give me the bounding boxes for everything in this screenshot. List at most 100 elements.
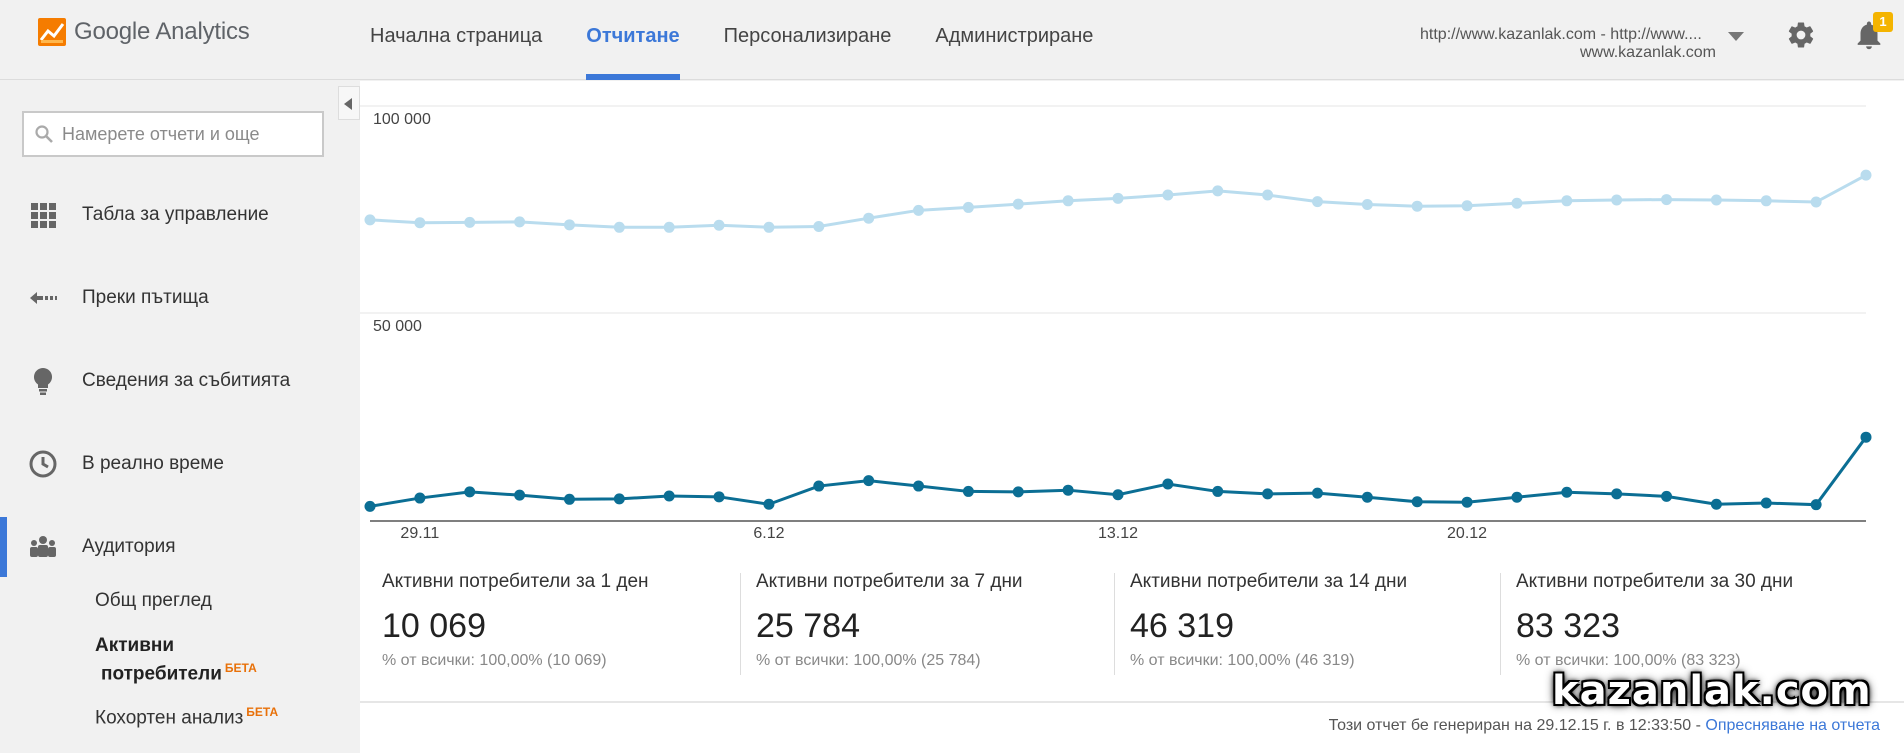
metric-1-day: Активни потребители за 1 ден 10 069 % от…: [382, 571, 649, 681]
series-2-point: [763, 498, 775, 510]
top-header: Google Analytics Начална страница Отчита…: [0, 0, 1904, 80]
account-selector[interactable]: http://www.kazanlak.com - http://www....…: [1420, 26, 1716, 62]
sidebar-item-label: Аудитория: [82, 536, 176, 557]
sidebar-item-audience[interactable]: Аудитория: [0, 517, 338, 577]
series-1-point: [1511, 197, 1523, 209]
series-2-point: [863, 475, 875, 487]
logo-text: Google Analytics: [74, 18, 250, 45]
series-1-point: [464, 216, 476, 228]
series-2-point: [514, 489, 526, 501]
report-generated-text: Този отчет бе генериран на 29.12.15 г. в…: [1328, 717, 1706, 734]
metric-divider: [1114, 573, 1115, 675]
series-2-point: [1511, 491, 1523, 503]
search-input[interactable]: [62, 113, 318, 155]
series-2-point: [962, 485, 974, 497]
series-2-point: [464, 486, 476, 498]
active-users-line-chart: 100 000 50 000 29.11 6.12 13.12 20.12: [360, 105, 1872, 542]
series-1-point: [863, 212, 875, 224]
series-1-point: [962, 201, 974, 213]
sidebar-item-label: Табла за управление: [82, 204, 269, 225]
sidebar-item-dashboards[interactable]: Табла за управление: [0, 185, 338, 245]
x-tick-label: 20.12: [1447, 525, 1487, 542]
sidebar-subitem-overview[interactable]: Общ преглед: [95, 590, 212, 611]
series-1-point: [1461, 200, 1473, 212]
x-tick-label: 29.11: [400, 525, 439, 542]
series-1-point: [1710, 194, 1722, 206]
y-tick-label: 50 000: [373, 318, 422, 335]
series-2-point: [1112, 489, 1124, 501]
sidebar-item-intelligence-events[interactable]: Сведения за събитията: [0, 351, 338, 411]
analytics-logo-icon: [38, 18, 66, 46]
series-2-point: [1262, 488, 1274, 500]
series-1-point: [1212, 185, 1224, 197]
series-2-point: [1461, 496, 1473, 508]
metric-14-days: Активни потребители за 14 дни 46 319 % о…: [1130, 571, 1407, 681]
metric-title: Активни потребители за 7 дни: [756, 571, 1023, 592]
series-2-point: [613, 493, 625, 505]
series-1-point: [1062, 195, 1074, 207]
series-1-point: [613, 221, 625, 233]
x-tick-label: 13.12: [1098, 525, 1138, 542]
metric-share-prefix: % от всички:: [382, 652, 480, 669]
series-1-point: [1012, 198, 1024, 210]
notification-badge: 1: [1873, 12, 1893, 32]
series-1-point: [1760, 195, 1772, 207]
metric-title: Активни потребители за 14 дни: [1130, 571, 1408, 592]
metric-value: 10 069: [382, 607, 486, 645]
series-2-point: [1212, 485, 1224, 497]
metric-share-value: 100,00% (83 323): [1613, 652, 1741, 669]
metric-share: % от всички: 100,00% (10 069): [382, 652, 649, 670]
refresh-report-link[interactable]: Опресняване на отчета: [1705, 717, 1880, 734]
series-2-point: [1860, 431, 1872, 443]
dashboard-icon: [31, 203, 56, 228]
series-2-point: [1162, 478, 1174, 490]
sidebar-item-label: Преки пътища: [82, 287, 209, 308]
series-2-point: [713, 491, 725, 503]
metric-share-value: 100,00% (25 784): [853, 652, 981, 669]
series-2-point: [1611, 488, 1623, 500]
series-1-point: [1611, 194, 1623, 206]
nav-home[interactable]: Начална страница: [370, 25, 543, 47]
metrics-row: Активни потребители за 1 ден 10 069 % от…: [360, 571, 1904, 681]
account-view-name: www.kazanlak.com: [1579, 44, 1716, 61]
series-2-point: [663, 490, 675, 502]
series-1-point: [1860, 169, 1872, 181]
sidebar-subitem-active-users[interactable]: Активни потребители БЕТА: [95, 635, 257, 685]
chevron-down-icon[interactable]: [1728, 32, 1744, 41]
series-2-point: [1810, 499, 1822, 511]
nav-customization[interactable]: Персонализиране: [723, 25, 892, 47]
sidebar-subitem-label: Кохортен анализ: [95, 707, 244, 729]
series-1-point: [663, 221, 675, 233]
metric-value: 25 784: [756, 607, 860, 645]
series-1-point: [1561, 195, 1573, 207]
series-2-point: [1760, 497, 1772, 509]
report-footer: Този отчет бе генериран на 29.12.15 г. в…: [1329, 717, 1880, 735]
series-2-point: [913, 480, 925, 492]
metric-title: Активни потребители за 30 дни: [1516, 571, 1794, 592]
sidebar-item-label: В реално време: [82, 453, 224, 474]
sidebar-subitem-cohort-analysis[interactable]: Кохортен анализ БЕТА: [95, 705, 278, 729]
metric-share: % от всички: 100,00% (25 784): [756, 652, 1023, 670]
google-analytics-logo[interactable]: Google Analytics: [38, 18, 250, 46]
footer-divider: [360, 701, 1904, 703]
series-1-point: [364, 214, 376, 226]
series-1-point: [514, 216, 526, 228]
nav-reporting[interactable]: Отчитане: [564, 0, 701, 80]
main-nav: Начална страница Отчитане Персонализиран…: [370, 0, 1115, 80]
sidebar-item-shortcuts[interactable]: Преки пътища: [0, 268, 338, 328]
y-tick-label: 100 000: [373, 111, 431, 128]
series-1-point: [1661, 194, 1673, 206]
series-1-point: [713, 219, 725, 231]
sidebar-subitem-label-line1: Активни: [95, 635, 175, 656]
series-2-point: [563, 493, 575, 505]
series-2-point: [364, 500, 376, 512]
sidebar-item-realtime[interactable]: В реално време: [0, 434, 338, 494]
series-1-point: [1810, 196, 1822, 208]
search-box[interactable]: [22, 111, 324, 157]
collapse-sidebar-button[interactable]: [338, 86, 360, 120]
metric-share: % от всички: 100,00% (46 319): [1130, 652, 1407, 670]
sidebar-subitem-label-line2: потребители: [101, 663, 222, 685]
nav-admin[interactable]: Администриране: [935, 25, 1094, 47]
series-1-point: [1162, 189, 1174, 201]
gear-icon[interactable]: [1786, 20, 1816, 50]
